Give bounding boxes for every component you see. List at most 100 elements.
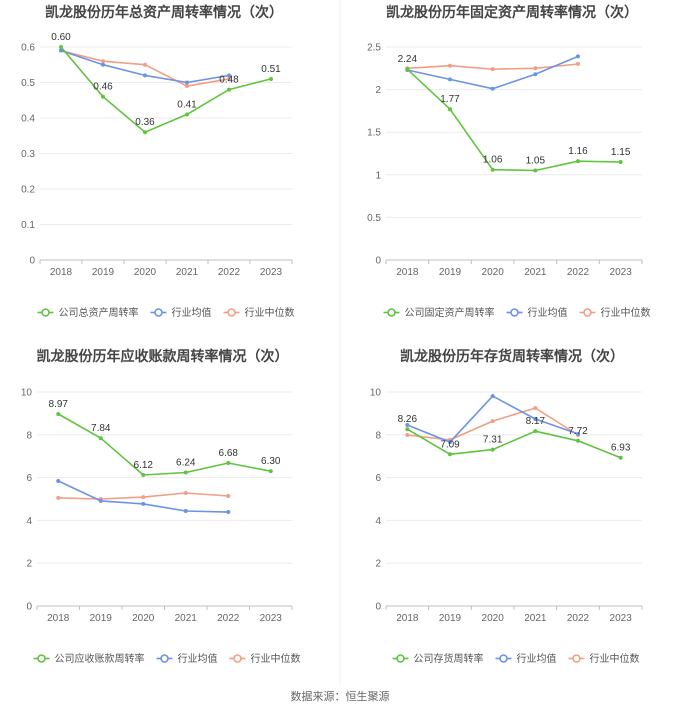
data-point (59, 48, 63, 53)
y-tick-label: 8 (375, 430, 381, 441)
data-label: 2.24 (398, 54, 418, 65)
y-tick-label: 0.3 (21, 149, 35, 160)
series-line (60, 46, 272, 133)
data-point (185, 84, 189, 89)
data-label: 1.05 (526, 156, 546, 167)
legend: 公司应收账款周转率 行业均值 行业中位数 (33, 652, 301, 665)
y-tick-label: 8 (26, 430, 32, 441)
legend-marker-icon (227, 308, 236, 317)
data-point (183, 470, 188, 475)
data-point (448, 452, 452, 457)
x-tick-label: 2018 (396, 267, 419, 278)
data-label: 8.97 (49, 399, 69, 410)
chart-3: 凯龙股份历年应收账款周转率情况（次） 0 2 4 6 8 10 2018 2019 2020 202… (21, 348, 301, 665)
y-tick-label: 10 (21, 388, 33, 399)
data-point (533, 429, 538, 434)
data-point (576, 54, 580, 59)
data-point (576, 438, 580, 443)
series-1 (59, 45, 273, 135)
x-tick-label: 2019 (439, 267, 462, 278)
legend-label: 公司固定资产周转率 (405, 306, 495, 319)
data-point (533, 406, 538, 411)
x-tick-label: 2022 (567, 613, 590, 624)
data-point (226, 461, 231, 466)
legend-marker-icon (572, 654, 581, 663)
data-label: 6.30 (261, 456, 281, 467)
y-tick-label: 2 (26, 559, 32, 570)
legend-item[interactable]: 行业均值 (150, 306, 212, 319)
y-tick-label: 0 (26, 602, 32, 613)
data-point (576, 62, 580, 67)
legend-item[interactable]: 行业均值 (506, 306, 568, 319)
chart-title: 凯龙股份历年总资产周转率情况（次） (45, 4, 283, 21)
data-point (227, 87, 231, 92)
data-point (576, 431, 580, 436)
x-tick-label: 2023 (260, 613, 283, 624)
data-point (618, 455, 623, 460)
data-label: 1.77 (440, 94, 460, 105)
y-tick-label: 0.5 (21, 78, 35, 89)
legend-label: 行业中位数 (601, 306, 651, 319)
x-tick-label: 2021 (524, 613, 547, 624)
y-tick-label: 0.2 (21, 185, 35, 196)
legend-label: 公司总资产周转率 (59, 306, 139, 319)
legend-item[interactable]: 行业均值 (495, 652, 557, 665)
data-label: 6.93 (611, 443, 631, 454)
legend-item[interactable]: 行业中位数 (229, 652, 301, 665)
data-point (227, 73, 231, 78)
data-point (143, 130, 147, 135)
legend-label: 行业均值 (178, 652, 218, 665)
legend-label: 行业均值 (528, 306, 568, 319)
data-point (101, 62, 105, 67)
x-tick-label: 2019 (439, 613, 462, 624)
legend-item[interactable]: 行业均值 (156, 652, 218, 665)
data-label: 0.48 (219, 75, 239, 86)
data-point (448, 107, 452, 112)
data-label: 8.26 (398, 414, 418, 425)
data-point (185, 112, 189, 117)
legend-marker-icon (154, 308, 163, 317)
y-tick-label: 0.5 (367, 213, 381, 224)
x-tick-label: 2019 (90, 613, 113, 624)
y-tick-label: 1.5 (367, 128, 381, 139)
data-label: 1.15 (611, 147, 631, 158)
legend-label: 公司应收账款周转率 (55, 652, 145, 665)
chart-title: 凯龙股份历年存货周转率情况（次） (400, 348, 624, 365)
data-label: 0.60 (51, 32, 71, 43)
data-label: 0.36 (135, 117, 155, 128)
data-point (269, 76, 273, 81)
data-point (448, 440, 452, 445)
legend-marker-icon (160, 654, 169, 663)
data-label: 6.24 (176, 457, 196, 468)
legend-item[interactable]: 公司存货周转率 (392, 652, 484, 665)
data-point (98, 436, 103, 441)
legend-item[interactable]: 行业中位数 (579, 306, 651, 319)
legend-item[interactable]: 公司总资产周转率 (37, 306, 139, 319)
x-tick-label: 2021 (524, 267, 547, 278)
data-point (56, 495, 61, 500)
legend-marker-icon (583, 308, 592, 317)
data-point (143, 73, 147, 78)
series-line (407, 55, 579, 90)
legend-marker-icon (387, 308, 396, 317)
legend-item[interactable]: 公司固定资产周转率 (383, 306, 495, 319)
legend: 公司固定资产周转率 行业均值 行业中位数 (383, 306, 651, 319)
data-point (141, 473, 146, 478)
y-tick-label: 0.6 (21, 43, 35, 54)
x-tick-label: 2021 (176, 267, 199, 278)
series-line (406, 428, 621, 459)
data-label: 0.46 (93, 82, 113, 93)
legend-item[interactable]: 公司应收账款周转率 (33, 652, 145, 665)
x-tick-label: 2022 (567, 267, 590, 278)
data-point (227, 76, 231, 81)
x-tick-label: 2023 (610, 267, 633, 278)
data-point (185, 80, 189, 85)
series-1 (56, 412, 273, 478)
legend-item[interactable]: 行业中位数 (223, 306, 295, 319)
y-tick-label: 4 (26, 516, 32, 527)
y-tick-label: 0 (29, 256, 35, 267)
x-tick-label: 2022 (218, 267, 241, 278)
legend-item[interactable]: 行业中位数 (568, 652, 640, 665)
legend-label: 公司存货周转率 (414, 652, 484, 665)
legend: 公司总资产周转率 行业均值 行业中位数 (37, 306, 295, 319)
